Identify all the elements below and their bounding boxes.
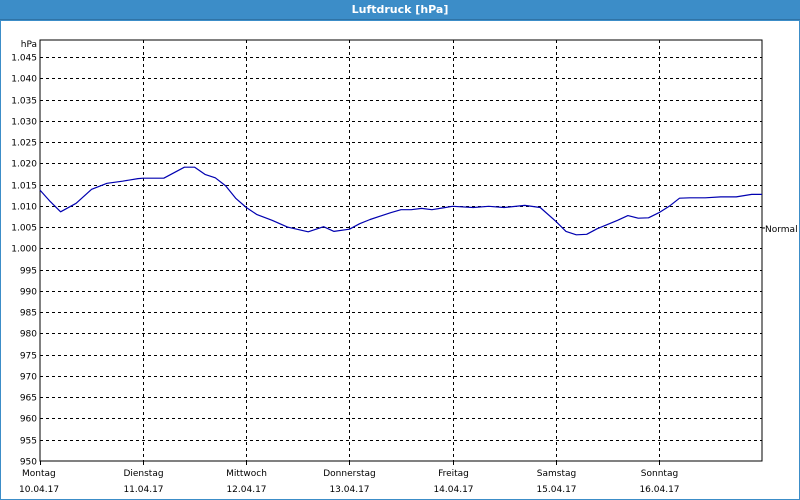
axis-layer (39, 39, 765, 465)
plot-border (39, 39, 763, 462)
x-tick-date: 12.04.17 (226, 485, 266, 495)
x-tick-day: Dienstag (123, 469, 163, 479)
y-tick-label: 1.010 (11, 203, 37, 213)
pressure-series-line (39, 166, 762, 236)
y-tick-label: 1.030 (11, 118, 37, 128)
label-layer: 950 955 960 965 970 975 980 985 990 995 1.000 1.005… (11, 40, 797, 495)
x-tick-date: 15.04.17 (536, 485, 576, 495)
x-tick-date: 10.04.17 (19, 485, 59, 495)
y-tick-label: 1.045 (11, 54, 37, 64)
y-tick-label: 950 (20, 458, 37, 468)
y-tick-label: 970 (20, 373, 37, 383)
y-tick-label: 1.000 (11, 245, 37, 255)
window-title: Luftdruck [hPa] (0, 0, 800, 20)
y-tick-label: 955 (20, 437, 37, 447)
x-tick-date: 13.04.17 (329, 485, 369, 495)
y-tick-label: 1.035 (11, 97, 37, 107)
y-tick-label: 1.040 (11, 75, 37, 85)
x-tick-date: 11.04.17 (123, 485, 163, 495)
series-layer (39, 166, 762, 236)
y-tick-label: 965 (20, 394, 37, 404)
x-tick-day: Donnerstag (323, 469, 376, 479)
y-tick-label: 995 (20, 267, 37, 277)
x-tick-day: Sonntag (641, 469, 678, 479)
normal-label: Normal (765, 225, 798, 235)
y-tick-label: 990 (20, 288, 37, 298)
y-tick-label: 1.020 (11, 160, 37, 170)
x-tick-day: Montag (22, 469, 56, 479)
x-tick-day: Samstag (537, 469, 576, 479)
y-tick-label: 1.015 (11, 182, 37, 192)
y-axis-label: hPa (21, 40, 37, 50)
x-tick-date: 14.04.17 (433, 485, 473, 495)
x-tick-day: Freitag (438, 469, 469, 479)
y-tick-label: 960 (20, 415, 37, 425)
y-tick-label: 985 (20, 309, 37, 319)
y-tick-label: 1.025 (11, 139, 37, 149)
grid-layer (40, 40, 762, 461)
y-tick-label: 1.005 (11, 224, 37, 234)
x-tick-day: Mittwoch (226, 469, 267, 479)
y-tick-label: 980 (20, 330, 37, 340)
x-tick-date: 16.04.17 (639, 485, 679, 495)
y-tick-label: 975 (20, 352, 37, 362)
